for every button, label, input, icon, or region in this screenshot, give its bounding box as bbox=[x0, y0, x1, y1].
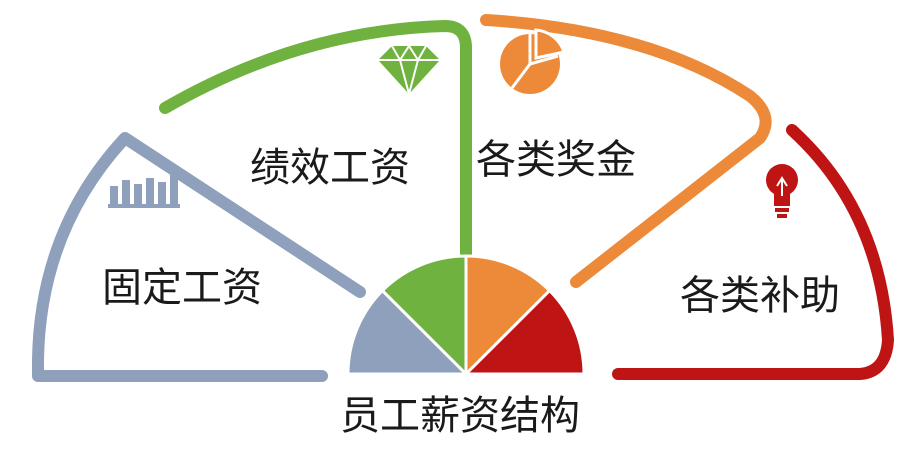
wedge-fixed-salary bbox=[346, 288, 470, 376]
wedge-performance-salary bbox=[380, 254, 468, 378]
diamond-icon bbox=[378, 44, 440, 98]
segment-performance-salary-band bbox=[159, 20, 472, 260]
performance-salary-label: 绩效工资 bbox=[250, 145, 410, 191]
wedge-allowance bbox=[462, 288, 586, 376]
bar-chart-icon bbox=[108, 172, 180, 208]
wedge-bonus bbox=[464, 254, 552, 378]
fixed-salary-label: 固定工资 bbox=[102, 265, 262, 311]
diagram-title: 员工薪资结构 bbox=[340, 393, 580, 439]
segment-fixed-salary-band bbox=[32, 132, 366, 382]
pie-chart-icon bbox=[500, 28, 566, 94]
segment-allowance-band bbox=[612, 124, 894, 380]
bonus-label: 各类奖金 bbox=[476, 137, 636, 183]
center-semicircle bbox=[346, 254, 586, 378]
allowance-label: 各类补助 bbox=[680, 273, 840, 319]
segment-bonus-band bbox=[480, 14, 772, 288]
lightbulb-icon bbox=[766, 164, 798, 218]
